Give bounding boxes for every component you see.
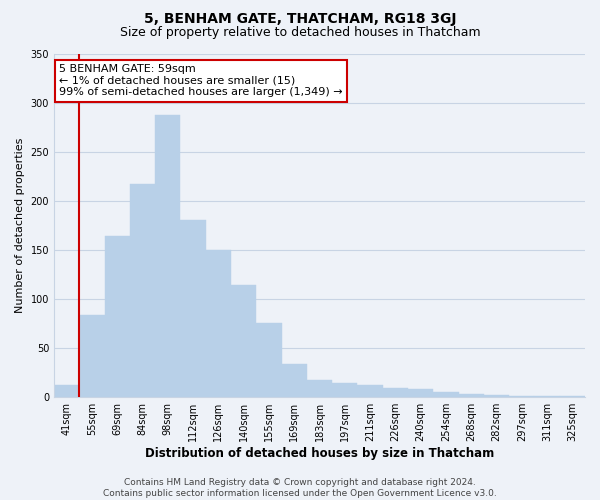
Bar bbox=[408, 390, 433, 397]
Bar bbox=[307, 380, 332, 397]
Bar bbox=[231, 286, 256, 397]
Bar bbox=[560, 396, 585, 397]
Bar bbox=[433, 392, 458, 397]
Y-axis label: Number of detached properties: Number of detached properties bbox=[15, 138, 25, 314]
Bar bbox=[181, 220, 206, 397]
X-axis label: Distribution of detached houses by size in Thatcham: Distribution of detached houses by size … bbox=[145, 447, 494, 460]
Text: Size of property relative to detached houses in Thatcham: Size of property relative to detached ho… bbox=[119, 26, 481, 39]
Text: 5 BENHAM GATE: 59sqm
← 1% of detached houses are smaller (15)
99% of semi-detach: 5 BENHAM GATE: 59sqm ← 1% of detached ho… bbox=[59, 64, 343, 98]
Bar bbox=[509, 396, 535, 397]
Text: Contains HM Land Registry data © Crown copyright and database right 2024.
Contai: Contains HM Land Registry data © Crown c… bbox=[103, 478, 497, 498]
Bar bbox=[383, 388, 408, 397]
Bar bbox=[281, 364, 307, 397]
Bar bbox=[155, 115, 181, 397]
Bar bbox=[256, 322, 281, 397]
Bar bbox=[458, 394, 484, 397]
Bar bbox=[358, 386, 383, 397]
Bar bbox=[54, 386, 79, 397]
Text: 5, BENHAM GATE, THATCHAM, RG18 3GJ: 5, BENHAM GATE, THATCHAM, RG18 3GJ bbox=[144, 12, 456, 26]
Bar bbox=[206, 250, 231, 397]
Bar bbox=[484, 395, 509, 397]
Bar bbox=[535, 396, 560, 397]
Bar bbox=[332, 384, 358, 397]
Bar bbox=[130, 184, 155, 397]
Bar bbox=[104, 236, 130, 397]
Bar bbox=[79, 315, 104, 397]
